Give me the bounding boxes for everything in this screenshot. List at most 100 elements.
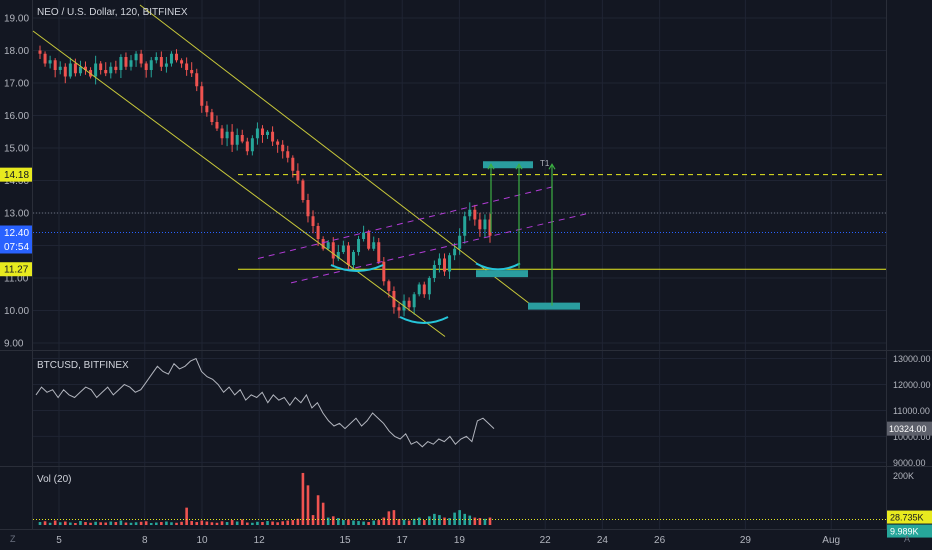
y-tick-label: 17.00: [4, 79, 29, 90]
arc-left-shoulder: [330, 264, 384, 272]
main-chart-title[interactable]: NEO / U.S. Dollar, 120, BITFINEX: [37, 7, 188, 18]
volume-bar: [438, 515, 441, 525]
volume-bar: [38, 522, 42, 525]
candle-body: [387, 281, 391, 291]
volume-bar: [210, 522, 214, 525]
x-tick-label: 10: [196, 535, 208, 546]
btc-pane-title[interactable]: BTCUSD, BITFINEX: [37, 360, 129, 371]
candle-body: [417, 284, 421, 295]
btc-y-tick-label: 12000.00: [893, 380, 931, 390]
trendline-upper[interactable]: [139, 4, 531, 305]
countdown-tag-bg: [0, 239, 32, 254]
candle-body: [240, 135, 244, 142]
candle-body: [68, 63, 72, 77]
candle-body: [427, 278, 431, 295]
candle-body: [220, 128, 224, 139]
candle-body: [483, 219, 487, 230]
current-price-tag: 12.40: [4, 228, 29, 239]
volume-bar: [170, 522, 173, 525]
volume-bar: [240, 519, 244, 525]
volume-bar: [433, 513, 436, 525]
candle-body: [175, 53, 179, 61]
volume-bar: [286, 520, 290, 525]
candle-body: [245, 141, 249, 152]
candle-body: [296, 170, 300, 181]
x-tick-label: 26: [654, 535, 666, 546]
candle-body: [281, 144, 285, 152]
btc-last-value-bg: [887, 421, 932, 436]
axes-labels: 5 8 10 12 15 17 19 22 24 26 29 Aug 9.00 10.00 11.00 12.…: [0, 14, 932, 546]
candle-body: [94, 63, 98, 77]
candle-body: [407, 300, 411, 308]
corner-left-label[interactable]: Z: [10, 534, 16, 544]
current-price-tag-bg: [0, 225, 32, 240]
y-tick-label: 18.00: [4, 46, 29, 57]
channel-lower-dashed[interactable]: [290, 212, 591, 284]
volume-bar: [468, 515, 472, 525]
trendline-lower[interactable]: [32, 30, 446, 337]
btc-last-value: 10324.00: [889, 424, 927, 434]
volume-average-label: 9.989K: [890, 527, 919, 537]
lower-target-box[interactable]: [528, 302, 580, 310]
y-tick-label: 15.00: [4, 144, 29, 155]
candle-body: [154, 57, 158, 61]
volume-pane-title[interactable]: Vol (20): [37, 474, 71, 485]
btc-pane: [35, 357, 495, 448]
candle-body: [84, 66, 88, 70]
candle-body: [200, 86, 204, 106]
y-tick-label: 19.00: [4, 14, 29, 25]
volume-bar: [326, 517, 330, 525]
volume-bar: [266, 521, 269, 525]
support-box[interactable]: [476, 270, 528, 278]
candle-body: [43, 53, 47, 64]
candle-body: [159, 57, 163, 67]
volume-bar: [337, 518, 340, 525]
corner-right-label[interactable]: A: [904, 534, 910, 544]
volume-bar: [246, 522, 249, 525]
volume-bar: [119, 520, 123, 525]
y-tick-label: 11.00: [4, 274, 29, 285]
drawing-tools[interactable]: T1: [32, 4, 591, 337]
volume-bar: [367, 522, 370, 525]
volume-bar: [220, 521, 224, 525]
candle-body: [215, 122, 219, 129]
candle-body: [78, 66, 82, 74]
candle-body: [286, 151, 290, 158]
volume-bar: [473, 517, 477, 525]
support-price-tag-bg: [0, 262, 32, 277]
candle-body: [321, 239, 325, 249]
volume-bar: [134, 522, 138, 525]
candlestick-series: [38, 45, 492, 319]
volume-bar: [428, 516, 431, 525]
candle-body: [260, 128, 264, 135]
volume-bar: [185, 507, 188, 525]
volume-bar: [160, 522, 163, 525]
volume-bar: [483, 518, 487, 525]
candle-body: [336, 252, 340, 259]
target-box[interactable]: [483, 161, 533, 169]
volume-bar: [382, 517, 386, 525]
volume-bar: [488, 517, 492, 525]
candle-body: [129, 60, 133, 67]
x-tick-label: 17: [397, 535, 409, 546]
volume-bar: [397, 519, 401, 525]
volume-bar: [53, 520, 57, 525]
candle-body: [58, 66, 62, 70]
support-price-tag: 11.27: [4, 265, 29, 276]
volume-bar: [362, 521, 365, 525]
candle-body: [104, 70, 108, 74]
volume-bar: [402, 519, 406, 525]
x-tick-label: 24: [597, 535, 609, 546]
volume-bar: [114, 522, 118, 525]
candle-body: [225, 131, 229, 139]
resistance-price-tag-bg: [0, 167, 32, 182]
candle-body: [422, 284, 426, 295]
volume-bar: [94, 521, 97, 525]
volume-bar: [276, 522, 279, 525]
volume-bar: [301, 472, 305, 525]
candle-body: [448, 255, 452, 272]
volume-bar: [69, 522, 72, 525]
volume-bar: [321, 502, 325, 525]
candle-body: [63, 66, 67, 77]
